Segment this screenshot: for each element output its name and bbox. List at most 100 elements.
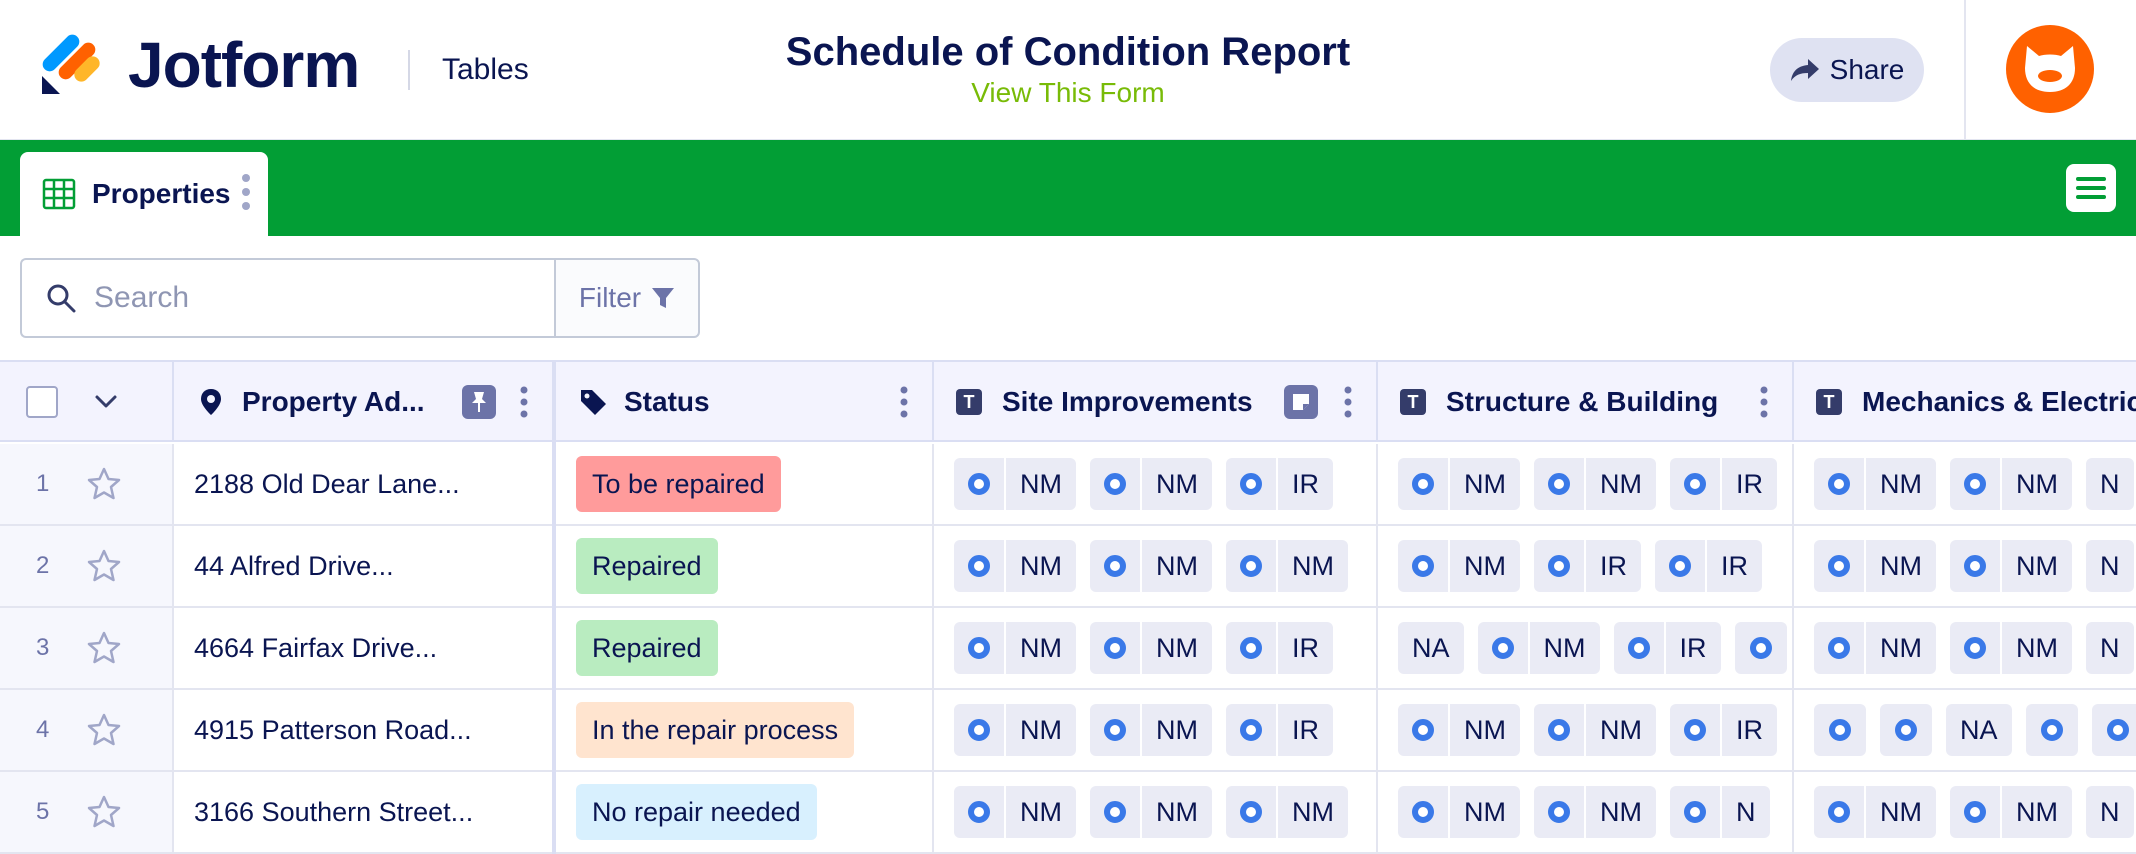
jotform-logo-icon[interactable] xyxy=(40,32,100,96)
select-all-checkbox[interactable] xyxy=(26,386,58,418)
status-cell[interactable]: Repaired xyxy=(556,608,934,688)
choice-pill[interactable]: NM xyxy=(954,540,1076,592)
choice-pill[interactable]: IR xyxy=(1670,458,1777,510)
section-label[interactable]: Tables xyxy=(442,53,529,86)
choice-pill[interactable]: IR xyxy=(1226,458,1333,510)
choice-pill[interactable] xyxy=(1734,622,1787,674)
choice-pill[interactable]: NM xyxy=(1398,704,1520,756)
choice-pill[interactable]: NA xyxy=(1946,704,2012,756)
choice-pill[interactable]: NM xyxy=(954,786,1076,838)
star-icon[interactable] xyxy=(86,548,122,584)
address-cell[interactable]: 4664 Fairfax Drive... xyxy=(174,608,554,688)
choice-pill[interactable]: NM xyxy=(1090,622,1212,674)
tab-options-icon[interactable] xyxy=(242,172,250,212)
address-cell[interactable]: 4915 Patterson Road... xyxy=(174,690,554,770)
choice-pill[interactable]: NM xyxy=(1814,622,1936,674)
column-options-icon[interactable] xyxy=(1344,386,1352,418)
column-options-icon[interactable] xyxy=(520,386,528,418)
choice-pill[interactable]: IR xyxy=(1226,704,1333,756)
choice-pill[interactable]: NM xyxy=(1090,540,1212,592)
choice-pill[interactable]: N xyxy=(2086,786,2134,838)
column-header-site-improvements[interactable]: T Site Improvements xyxy=(934,362,1378,442)
status-cell[interactable]: Repaired xyxy=(556,526,934,606)
mechanics-electric-cell[interactable]: NM NM N xyxy=(1794,772,2136,852)
address-cell[interactable]: 3166 Southern Street... xyxy=(174,772,554,852)
choice-pill[interactable] xyxy=(1814,704,1866,756)
choice-pill[interactable]: NM xyxy=(1090,786,1212,838)
status-cell[interactable]: No repair needed xyxy=(556,772,934,852)
choice-pill[interactable]: N xyxy=(1670,786,1770,838)
star-icon[interactable] xyxy=(86,466,122,502)
status-cell[interactable]: In the repair process xyxy=(556,690,934,770)
address-cell[interactable]: 44 Alfred Drive... xyxy=(174,526,554,606)
choice-pill[interactable]: NM xyxy=(1398,786,1520,838)
search-input[interactable] xyxy=(94,281,514,315)
choice-pill[interactable]: NM xyxy=(954,704,1076,756)
column-header-status[interactable]: Status xyxy=(556,362,934,442)
table-row[interactable]: 4 4915 Patterson Road... In the repair pro… xyxy=(0,690,2136,772)
site-improvements-cell[interactable]: NM NM IR xyxy=(934,444,1378,524)
choice-pill[interactable]: IR xyxy=(1613,622,1721,674)
choice-pill[interactable]: NM xyxy=(1226,540,1348,592)
address-cell[interactable]: 2188 Old Dear Lane... xyxy=(174,444,554,524)
star-icon[interactable] xyxy=(86,712,122,748)
brand-name[interactable]: Jotform xyxy=(128,29,360,101)
site-improvements-cell[interactable]: NM NM NM xyxy=(934,526,1378,606)
star-icon[interactable] xyxy=(86,794,122,830)
choice-pill[interactable]: N xyxy=(2086,458,2134,510)
mechanics-electric-cell[interactable]: NM NM N xyxy=(1794,444,2136,524)
pin-column-button[interactable] xyxy=(462,385,496,419)
avatar[interactable] xyxy=(2006,25,2094,113)
choice-pill[interactable]: NM xyxy=(1950,786,2072,838)
mechanics-electric-cell[interactable]: NM NM N xyxy=(1794,526,2136,606)
chevron-down-icon[interactable] xyxy=(94,394,118,410)
table-menu-button[interactable] xyxy=(2066,164,2116,212)
choice-pill[interactable]: NM xyxy=(1398,458,1520,510)
column-header-structure-building[interactable]: T Structure & Building xyxy=(1378,362,1794,442)
filter-button[interactable]: Filter xyxy=(554,258,700,338)
choice-pill[interactable]: NM xyxy=(1950,458,2072,510)
structure-building-cell[interactable]: NM NM IR xyxy=(1378,690,1794,770)
choice-pill[interactable]: N xyxy=(2086,540,2134,592)
column-note-button[interactable] xyxy=(1284,385,1318,419)
choice-pill[interactable]: N xyxy=(2086,622,2134,674)
structure-building-cell[interactable]: NM IR IR xyxy=(1378,526,1794,606)
structure-building-cell[interactable]: NM NM N xyxy=(1378,772,1794,852)
column-header-address[interactable]: Property Ad... xyxy=(174,362,554,442)
choice-pill[interactable]: IR xyxy=(1534,540,1641,592)
choice-pill[interactable]: NA xyxy=(1398,622,1464,674)
choice-pill[interactable]: NM xyxy=(1534,704,1656,756)
structure-building-cell[interactable]: NM NM IR xyxy=(1378,444,1794,524)
column-header-mechanics-electric[interactable]: T Mechanics & Electric xyxy=(1794,362,2136,442)
column-options-icon[interactable] xyxy=(900,386,908,418)
table-row[interactable]: 5 3166 Southern Street... No repair needed… xyxy=(0,772,2136,854)
table-row[interactable]: 2 44 Alfred Drive... Repaired NM NM NM NM IR IR N… xyxy=(0,526,2136,608)
table-row[interactable]: 3 4664 Fairfax Drive... Repaired NM NM IR NA NM… xyxy=(0,608,2136,690)
column-options-icon[interactable] xyxy=(1760,386,1768,418)
choice-pill[interactable]: NM xyxy=(1814,458,1936,510)
choice-pill[interactable] xyxy=(1880,704,1932,756)
choice-pill[interactable]: IR xyxy=(1226,622,1333,674)
star-icon[interactable] xyxy=(86,630,122,666)
choice-pill[interactable]: NM xyxy=(1398,540,1520,592)
site-improvements-cell[interactable]: NM NM NM xyxy=(934,772,1378,852)
choice-pill[interactable]: NM xyxy=(1226,786,1348,838)
share-button[interactable]: Share xyxy=(1770,38,1924,102)
tab-properties[interactable]: Properties xyxy=(20,152,268,236)
site-improvements-cell[interactable]: NM NM IR xyxy=(934,690,1378,770)
choice-pill[interactable]: NM xyxy=(1950,540,2072,592)
choice-pill[interactable]: NM xyxy=(1534,458,1656,510)
choice-pill[interactable] xyxy=(2091,704,2136,756)
mechanics-electric-cell[interactable]: NA xyxy=(1794,690,2136,770)
choice-pill[interactable]: NM xyxy=(1534,786,1656,838)
choice-pill[interactable]: NM xyxy=(1090,458,1212,510)
choice-pill[interactable]: NM xyxy=(954,458,1076,510)
choice-pill[interactable]: IR xyxy=(1670,704,1777,756)
choice-pill[interactable]: NM xyxy=(1814,786,1936,838)
status-cell[interactable]: To be repaired xyxy=(556,444,934,524)
pinned-column-divider[interactable] xyxy=(552,362,556,854)
structure-building-cell[interactable]: NA NM IR xyxy=(1378,608,1794,688)
site-improvements-cell[interactable]: NM NM IR xyxy=(934,608,1378,688)
mechanics-electric-cell[interactable]: NM NM N xyxy=(1794,608,2136,688)
choice-pill[interactable]: NM xyxy=(1950,622,2072,674)
